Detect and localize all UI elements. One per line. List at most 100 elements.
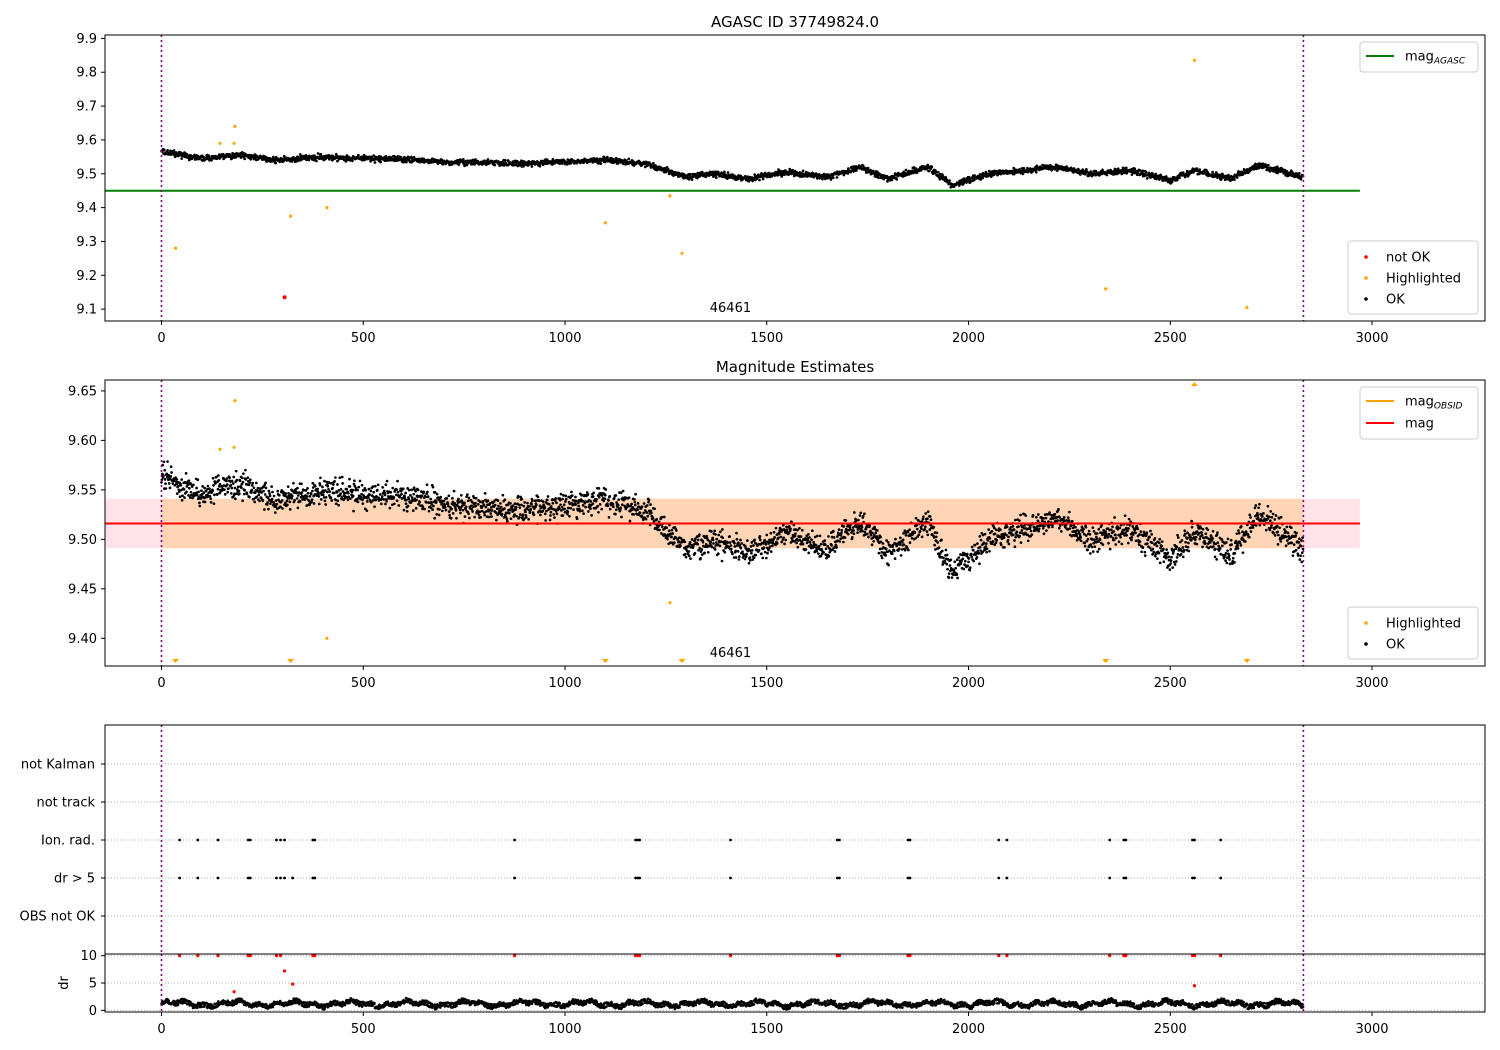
p2-ok-point <box>405 509 409 513</box>
p2-ok-point <box>474 496 478 500</box>
p2-ok-point <box>215 493 219 496</box>
p2-xtick-label: 2000 <box>952 676 985 691</box>
p1-ok-point <box>726 171 730 174</box>
p2-ok-point <box>917 533 921 537</box>
p2-ok-point <box>638 511 642 515</box>
p2-ok-point <box>424 495 427 499</box>
p2-ok-point <box>356 488 359 492</box>
p1-ok-point <box>904 168 908 172</box>
p2-ok-point <box>903 529 907 533</box>
p2-ok-point <box>796 545 800 549</box>
p2-ok-point <box>614 494 618 497</box>
p2-ok-point <box>918 530 922 533</box>
p2-ok-point <box>990 542 994 546</box>
p2-ok-point <box>966 564 970 568</box>
p2-ok-point <box>760 552 763 556</box>
p2-ok-point <box>662 515 666 519</box>
p2-ok-point <box>858 514 862 517</box>
p2-ok-point <box>899 554 903 557</box>
p2-ok-point <box>272 494 276 498</box>
p2-ok-point <box>947 576 951 579</box>
p2-ok-point <box>412 492 416 496</box>
p2-ok-point <box>784 538 788 542</box>
p2-ok-point <box>926 533 930 537</box>
p2-ok-point <box>887 563 890 567</box>
p2-ok-point <box>748 556 752 559</box>
p2-ok-point <box>438 508 441 511</box>
p2-ok-point <box>782 536 786 540</box>
p2-ok-point <box>431 508 434 511</box>
p1-ok-point <box>372 154 376 157</box>
p2-ok-point <box>483 513 487 517</box>
p2-ok-point <box>947 572 951 576</box>
p2-ok-point <box>758 538 762 542</box>
p2-ok-point <box>734 549 738 553</box>
p2-ok-point <box>961 557 965 561</box>
p2-ok-point <box>548 518 552 522</box>
p2-ok-point <box>870 543 874 547</box>
p2-ok-point <box>890 552 894 556</box>
p2-ok-point <box>296 494 300 497</box>
p2-ok-point <box>712 542 715 545</box>
p2-ok-point <box>252 486 256 490</box>
p2-ok-point <box>346 498 350 502</box>
p2-ok-point <box>339 487 343 491</box>
p2-ok-point <box>514 508 518 511</box>
p2-ok-point <box>955 558 959 562</box>
p2-ok-point <box>427 509 431 513</box>
p2-ok-point <box>474 504 478 508</box>
p2-ok-point <box>982 541 986 544</box>
p2-ok-point <box>898 543 902 546</box>
p2-ok-point <box>225 477 229 480</box>
panel-estimates-plot-area: 0 500 1000 1500 2000 2500 30009.409.459.509.55… <box>68 380 1479 691</box>
p2-ok-point <box>840 531 843 535</box>
p2-ok-point <box>739 546 743 550</box>
p1-xtick-label: 1000 <box>548 331 581 346</box>
p2-ok-point <box>737 558 741 561</box>
p2-ok-point <box>819 542 823 546</box>
p2-ok-point <box>877 551 881 555</box>
p2-ok-point <box>852 511 856 514</box>
p2-ok-point <box>406 504 410 508</box>
p2-ok-point <box>921 517 925 521</box>
p2-ok-point <box>647 500 650 504</box>
p2-ok-point <box>255 495 259 499</box>
p2-ok-point <box>442 499 446 503</box>
p2-ok-point <box>977 551 981 555</box>
p1-ok-point <box>1211 170 1214 174</box>
p2-ok-point <box>591 502 595 506</box>
p1-ok-point <box>621 162 625 166</box>
panel-estimates: Magnitude Estimates 0 500 1000 1500 2000 2500… <box>68 358 1486 691</box>
p2-ytick-label: 9.55 <box>68 483 97 498</box>
p1-ok-point <box>166 149 169 152</box>
p2-ok-point <box>495 518 498 522</box>
p2-ok-point <box>754 553 758 557</box>
p2-ok-point <box>209 501 213 504</box>
p2-ok-point <box>747 561 751 565</box>
p2-ok-point <box>440 509 444 513</box>
p2-ok-point <box>717 533 721 537</box>
p1-ok-point <box>758 178 761 182</box>
p2-ok-point <box>458 508 462 512</box>
p2-ok-point <box>163 478 167 481</box>
p2-ok-point <box>336 499 340 503</box>
p1-obsid-label: 46461 <box>710 301 751 316</box>
p2-ok-point <box>242 472 245 476</box>
p2-ok-point <box>967 560 970 564</box>
p2-ok-point <box>558 507 561 510</box>
p2-ok-point <box>817 544 821 548</box>
p1-ok-point <box>550 160 554 164</box>
p2-ok-point <box>275 502 279 506</box>
p2-ok-point <box>187 486 191 490</box>
p2-ok-point <box>728 535 731 538</box>
p2-ok-point <box>645 504 649 507</box>
p1-ok-point <box>965 181 968 184</box>
p2-ok-point <box>541 509 545 513</box>
p2-ok-point <box>957 556 961 559</box>
p2-ok-point <box>880 556 884 560</box>
p2-ok-point <box>832 536 836 539</box>
p2-ok-point <box>696 538 700 542</box>
p2-ok-point <box>225 483 229 487</box>
p2-ok-point <box>655 517 658 521</box>
p2-ok-point <box>530 502 533 506</box>
